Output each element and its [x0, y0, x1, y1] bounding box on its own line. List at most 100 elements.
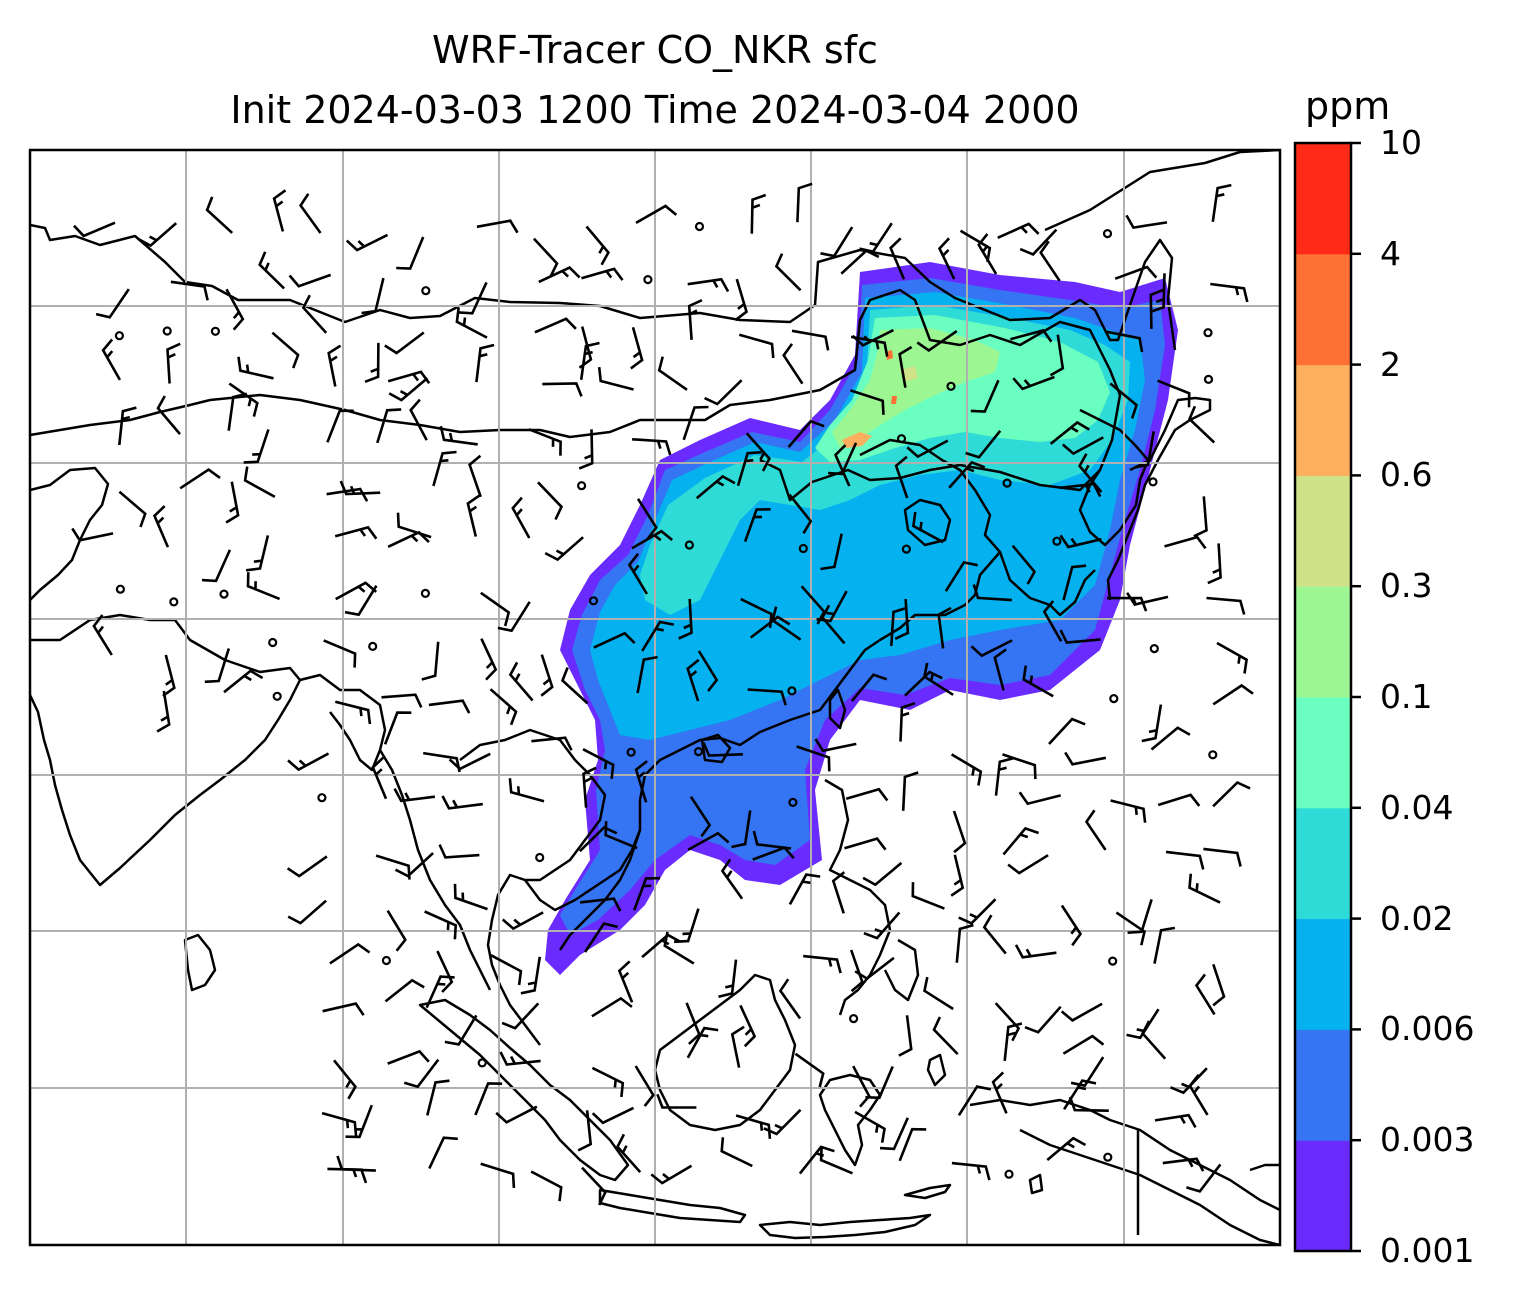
wind-barb: [286, 855, 328, 878]
wind-barb: [345, 1104, 374, 1139]
wind-barb: [237, 356, 274, 380]
wind-barb: [480, 638, 498, 681]
wind-barb: [287, 899, 327, 925]
wind-barb: [204, 648, 231, 684]
wind-barb: [329, 942, 371, 965]
wind-barb: [593, 631, 636, 649]
wind-barb: [617, 960, 634, 1003]
wind-barb: [663, 931, 695, 965]
colorbar-segment: [1295, 697, 1351, 809]
calm-wind-marker: [1102, 229, 1113, 239]
coastline-northeast: [1044, 150, 1280, 232]
colorbar-tick-label: 0.1: [1380, 677, 1433, 716]
wind-barb: [959, 229, 992, 263]
wind-barb: [850, 335, 889, 357]
wind-barb: [850, 673, 888, 702]
wind-barb: [323, 639, 357, 668]
coastline-korea: [1078, 408, 1150, 547]
wind-barb: [1149, 288, 1165, 329]
wind-barb: [796, 745, 831, 772]
wind-barb: [1010, 328, 1053, 343]
wind-barb: [788, 873, 821, 906]
wind-barb: [641, 620, 675, 652]
colorbar-segment: [1295, 1140, 1351, 1252]
wind-barb: [1212, 683, 1254, 706]
calm-wind-marker: [272, 691, 282, 701]
wind-barb: [1003, 1022, 1023, 1062]
wind-barb: [1188, 1073, 1209, 1116]
wind-barb: [816, 590, 848, 623]
wind-barb: [631, 529, 674, 550]
wind-barb: [424, 910, 458, 940]
wind-barb: [137, 222, 178, 248]
wind-barb: [1060, 1002, 1103, 1022]
wind-barb: [750, 193, 767, 234]
wind-barb: [501, 1002, 540, 1030]
coastline-bay-bohai: [903, 498, 952, 547]
wind-barb: [1207, 543, 1222, 585]
wind-barb: [951, 1161, 991, 1181]
wind-barb: [227, 392, 248, 431]
wind-barb: [1153, 926, 1176, 964]
wind-barb: [534, 317, 577, 334]
wind-barb: [958, 898, 997, 925]
wind-barb: [530, 1170, 563, 1202]
wind-barb: [894, 598, 910, 640]
colorbar-tick-label: 4: [1380, 233, 1401, 273]
wind-barb: [854, 956, 895, 981]
wind-barb: [630, 326, 644, 370]
wind-barb: [1127, 899, 1153, 934]
wind-barb: [245, 535, 270, 572]
wind-barb: [421, 641, 440, 681]
calm-wind-marker: [1208, 750, 1218, 760]
wind-barb: [1019, 228, 1058, 256]
wind-barb: [532, 237, 559, 277]
colorbar-tick-label: 0.6: [1380, 455, 1433, 495]
wind-barb: [577, 1110, 593, 1152]
wind-barb: [686, 1026, 719, 1059]
wind-barb: [1188, 873, 1221, 904]
wind-barb: [560, 667, 589, 705]
wind-barb: [322, 1002, 365, 1016]
wind-barb: [820, 226, 854, 258]
wind-barb: [426, 1079, 450, 1116]
wind-barb: [1126, 592, 1169, 606]
wind-barb: [591, 1106, 635, 1125]
wind-barb: [388, 377, 429, 402]
wind-barb: [771, 606, 802, 641]
wind-barb: [794, 1052, 825, 1088]
calm-wind-marker: [901, 544, 912, 554]
wind-barb: [923, 976, 954, 1011]
wind-barb: [1024, 1005, 1062, 1034]
wind-barb: [743, 508, 771, 543]
map-panel: [30, 150, 1280, 1245]
wind-barb: [911, 882, 945, 910]
wind-barb: [591, 996, 633, 1018]
wind-barb: [384, 978, 425, 1003]
wind-barb: [92, 614, 113, 656]
wind-barb: [118, 406, 137, 446]
wind-barb: [528, 428, 562, 456]
wind-barb: [409, 398, 428, 441]
wind-barb: [361, 277, 385, 315]
wind-barb: [1141, 704, 1163, 743]
wind-barb: [774, 253, 802, 292]
wind-barb: [1150, 726, 1191, 751]
wind-barb: [1068, 1096, 1109, 1112]
wind-barb: [152, 505, 170, 548]
colorbar-unit: ppm: [1305, 84, 1391, 128]
wind-barb: [685, 1002, 701, 1045]
coastline-nusa: [758, 1213, 932, 1240]
wind-barb: [634, 760, 648, 803]
coastline-borneo: [653, 973, 797, 1132]
wind-barb: [991, 1071, 1008, 1114]
wind-barb: [731, 810, 752, 849]
wind-barb: [763, 1108, 802, 1136]
wind-barb: [720, 858, 744, 900]
wind-barb: [490, 954, 523, 986]
wind-barb: [480, 1162, 516, 1188]
wind-barb: [1216, 641, 1249, 674]
wind-barb: [299, 193, 322, 234]
wind-barb: [997, 222, 1040, 239]
